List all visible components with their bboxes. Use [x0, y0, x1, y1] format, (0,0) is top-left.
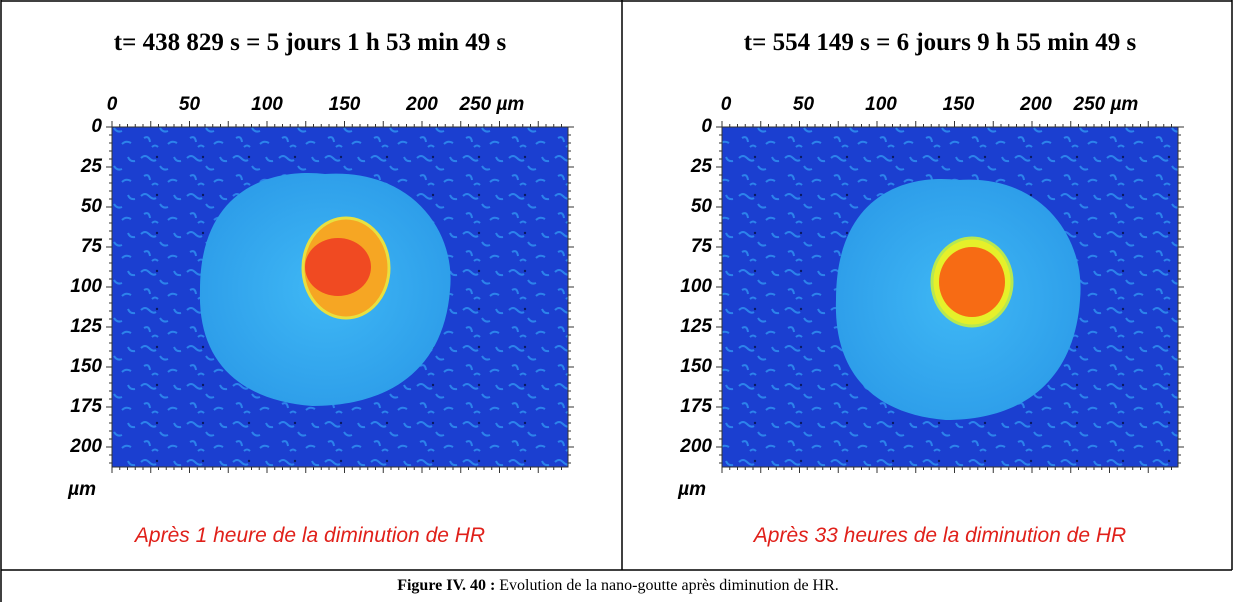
y-tick-label: 150	[680, 356, 712, 377]
x-tick-label: 150	[329, 94, 361, 115]
y-tick-label: 50	[691, 196, 713, 217]
x-tick-label: 250 µm	[1073, 94, 1139, 115]
y-tick-label: 200	[69, 436, 102, 457]
x-tick-label: 200	[405, 94, 438, 115]
figure-label: Figure IV. 40 :	[397, 577, 495, 594]
panel-title: t= 554 149 s = 6 jours 9 h 55 min 49 s	[744, 29, 1137, 56]
y-tick-label: 25	[690, 156, 713, 177]
x-tick-label: 50	[793, 94, 815, 115]
micrograph-border	[721, 126, 1179, 468]
x-tick-label: 200	[1019, 94, 1052, 115]
y-unit-label: µm	[67, 479, 96, 500]
panel-title: t= 438 829 s = 5 jours 1 h 53 min 49 s	[114, 29, 507, 56]
panel: t= 554 149 s = 6 jours 9 h 55 min 49 s 0 5…	[677, 29, 1184, 547]
x-tick-label: 0	[107, 94, 118, 115]
y-tick-label: 75	[691, 236, 713, 257]
y-tick-label: 50	[81, 196, 103, 217]
y-tick-label: 125	[70, 316, 102, 337]
y-tick-label: 150	[70, 356, 102, 377]
x-tick-label: 100	[865, 94, 897, 115]
y-tick-label: 100	[70, 276, 102, 297]
y-tick-label: 0	[91, 116, 102, 137]
panel: t= 438 829 s = 5 jours 1 h 53 min 49 s 0 5…	[67, 29, 574, 547]
droplet-core	[939, 247, 1005, 317]
x-tick-label: 250 µm	[459, 94, 525, 115]
x-tick-label: 50	[179, 94, 201, 115]
y-tick-label: 175	[680, 396, 712, 417]
droplet-core	[305, 238, 371, 296]
y-unit-label: µm	[677, 479, 706, 500]
y-tick-label: 0	[701, 116, 712, 137]
figure-caption: Figure IV. 40 : Evolution de la nano-gout…	[397, 577, 839, 594]
y-tick-label: 175	[70, 396, 102, 417]
panel-caption: Après 1 heure de la diminution de HR	[133, 524, 485, 547]
y-tick-label: 25	[80, 156, 103, 177]
y-tick-label: 100	[680, 276, 712, 297]
y-tick-label: 200	[679, 436, 712, 457]
micrograph-border	[111, 126, 569, 468]
y-tick-label: 125	[680, 316, 712, 337]
x-tick-label: 100	[251, 94, 283, 115]
x-tick-label: 150	[943, 94, 975, 115]
y-tick-label: 75	[81, 236, 103, 257]
panel-caption: Après 33 heures de la diminution de HR	[752, 524, 1126, 547]
x-tick-label: 0	[721, 94, 732, 115]
figure-text: Evolution de la nano-goutte après diminu…	[499, 577, 839, 594]
